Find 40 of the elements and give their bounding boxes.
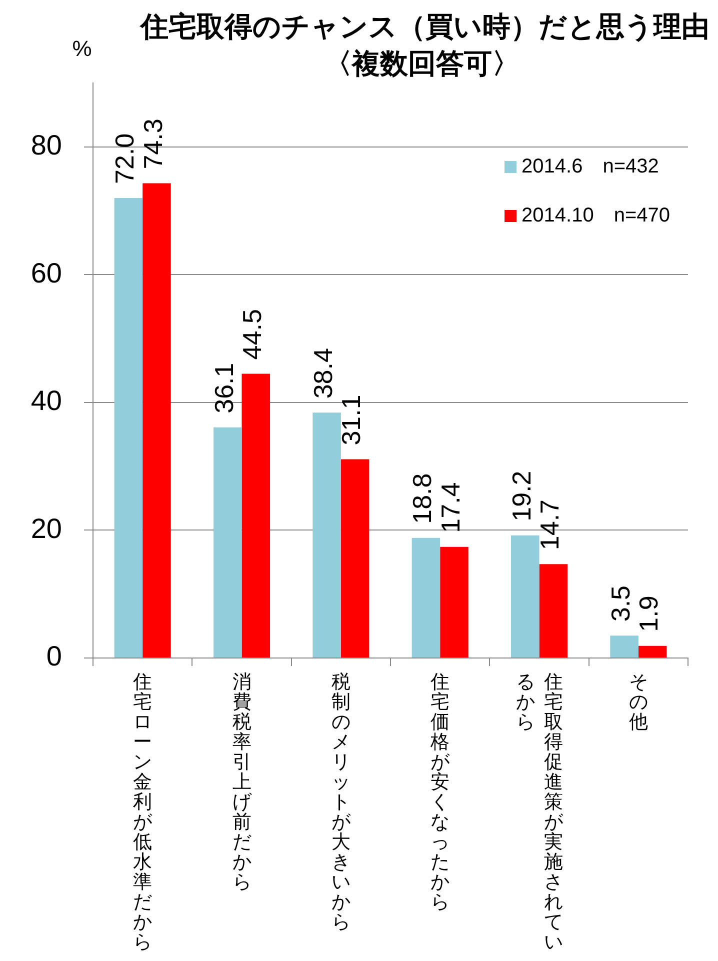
data-label: 74.3	[138, 118, 168, 170]
bar	[114, 198, 143, 658]
category-label: 住宅ローン金利が低水準だから	[133, 672, 152, 953]
data-label: 1.9	[634, 596, 664, 632]
data-label: 72.0	[110, 133, 140, 184]
bar	[340, 459, 370, 658]
y-tick-label: 0	[46, 640, 62, 672]
bar	[213, 427, 242, 658]
y-tick-label: 40	[30, 385, 62, 416]
data-label: 18.8	[407, 473, 438, 524]
y-tick-label: 20	[30, 512, 62, 544]
bar	[510, 535, 540, 658]
bar	[142, 183, 171, 658]
data-label: 3.5	[605, 585, 636, 622]
category-label: 住宅価格が安くなったから	[430, 672, 450, 913]
bar	[440, 546, 468, 658]
legend-label: 2014.6 n=432	[522, 156, 659, 178]
data-label: 44.5	[237, 309, 268, 360]
data-label: 31.1	[336, 394, 366, 446]
chart-title: 住宅取得のチャンス（買い時）だと思う理由	[140, 10, 710, 44]
x-tick-label: その他	[628, 672, 648, 733]
data-label: 14.7	[534, 499, 565, 550]
data-label: 36.1	[208, 362, 239, 414]
data-label: 19.2	[506, 470, 536, 522]
bar	[412, 538, 440, 658]
data-label: 17.4	[435, 482, 466, 533]
y-tick-label: 60	[30, 257, 62, 288]
bar	[312, 412, 341, 658]
chart-subtitle: 〈複数回答可〉	[324, 47, 520, 81]
legend-label: 2014.10 n=470	[522, 204, 670, 227]
y-tick-label: 80	[30, 130, 62, 161]
y-axis-title: %	[72, 36, 92, 62]
category-label: 税制のメリットが大きいから	[331, 672, 350, 933]
bar	[539, 564, 568, 658]
category-label: 住宅取得促進策が実施されているから	[516, 672, 563, 953]
bar	[242, 374, 270, 658]
bar	[638, 646, 667, 658]
category-label: 消費税率引上げ前だから	[232, 672, 252, 893]
data-label: 38.4	[308, 348, 338, 399]
bar	[610, 636, 638, 658]
